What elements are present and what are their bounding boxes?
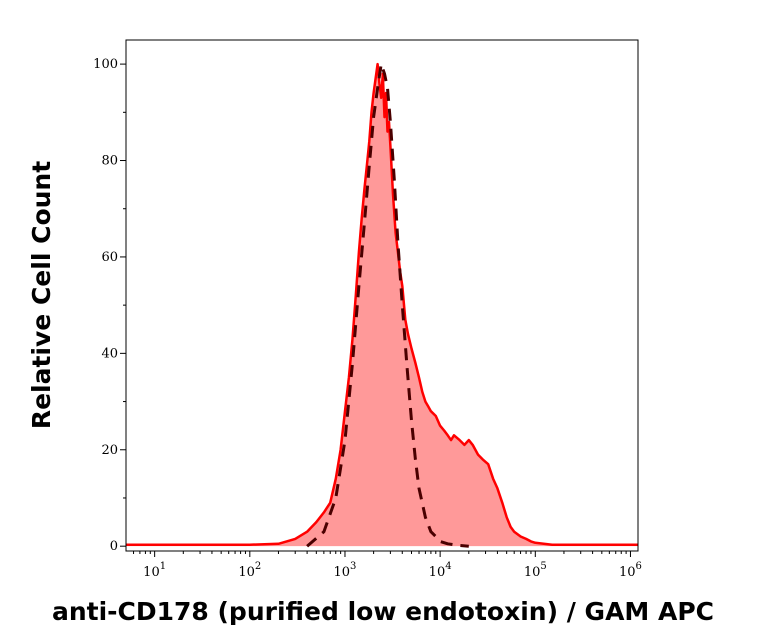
x-tick-label: 102 [238, 561, 261, 580]
y-axis-label: Relative Cell Count [27, 161, 56, 429]
y-tick-label: 40 [101, 346, 118, 361]
y-tick-label: 0 [110, 539, 118, 554]
x-tick-label: 104 [429, 561, 452, 580]
sample-histogram-fill [126, 64, 638, 547]
x-tick-label: 101 [143, 561, 166, 580]
y-axis: 0 20 40 60 80 100 [93, 57, 126, 554]
y-tick-label: 60 [101, 250, 118, 265]
x-tick-label: 105 [524, 561, 547, 580]
y-tick-label: 100 [93, 57, 118, 72]
x-axis-label: anti-CD178 (purified low endotoxin) / GA… [52, 597, 714, 626]
x-axis: 101 102 103 104 105 106 [133, 551, 642, 580]
x-tick-label: 106 [619, 561, 642, 580]
y-tick-label: 80 [101, 154, 118, 169]
series-layer [126, 62, 638, 548]
y-tick-label: 20 [101, 443, 118, 458]
control-histogram-line [306, 62, 469, 548]
plot-frame [125, 39, 639, 552]
sample-histogram-line [126, 62, 638, 546]
x-tick-label: 103 [334, 561, 357, 580]
